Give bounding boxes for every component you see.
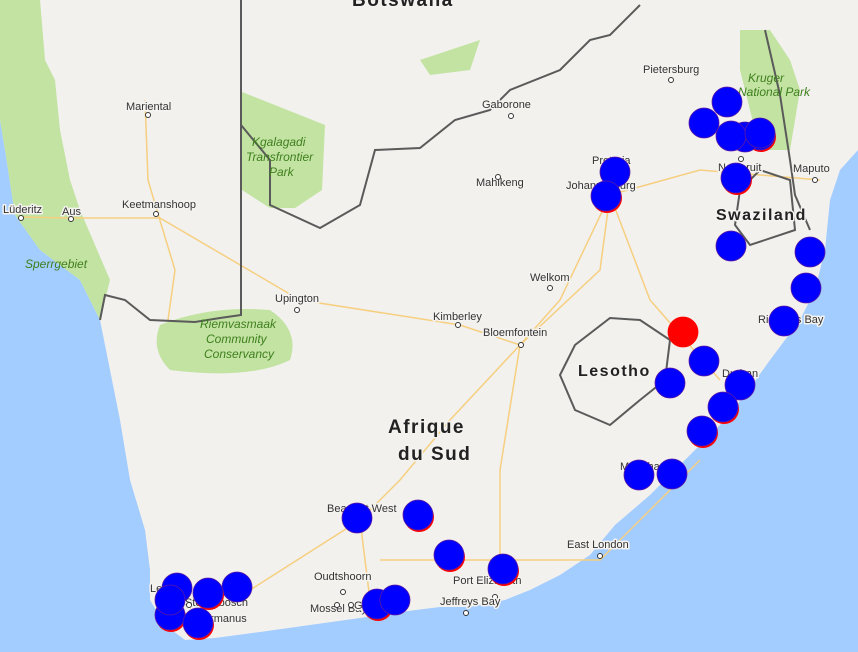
map-marker[interactable] [192,577,224,609]
park-label-kgalagadi: Kgalagadi [252,135,306,149]
map-marker[interactable] [402,499,434,531]
city-dot [18,215,24,221]
city-label-gaborone: Gaborone [482,99,531,111]
border-mozambique [764,29,811,231]
map-marker[interactable] [715,230,747,262]
city-label-east-london: East London [567,539,629,551]
city-dot [495,174,501,180]
city-label-jeffreys-bay: Jeffreys Bay [440,596,501,608]
map-marker[interactable] [707,391,739,423]
city-dot [547,285,553,291]
city-dot [145,112,151,118]
country-labels: Botswana Afrique du Sud Lesotho Swazilan… [351,0,807,467]
map-marker[interactable] [688,345,720,377]
markers [154,86,826,640]
map-marker[interactable] [341,502,373,534]
park-label-riemvasmaak: Riemvasmaak [200,317,277,331]
city-dot [340,589,346,595]
map-marker[interactable] [724,369,756,401]
city-label-mahikeng: Mahikeng [476,177,524,189]
city-dot [455,322,461,328]
map-marker[interactable] [487,553,519,585]
city-label-bloemfontein: Bloemfontein [483,327,547,339]
map-marker[interactable] [221,571,253,603]
map-marker-alert[interactable] [667,316,699,348]
map-marker[interactable] [794,236,826,268]
city-label-kimberley: Kimberley [433,311,482,323]
city-label-keetmanshoop: Keetmanshoop [122,199,196,211]
park-north [420,40,480,75]
city-dot [294,307,300,313]
city-dot [348,602,354,608]
country-lesotho: Lesotho [578,363,651,380]
map-marker[interactable] [590,180,622,212]
country-swaziland: Swaziland [716,207,807,224]
city-dot [492,594,498,600]
country-south-africa-line1: Afrique [388,417,465,438]
border-lesotho [558,316,672,427]
city-label-welkom: Welkom [530,272,570,284]
city-dot [153,211,159,217]
city-dot [186,602,192,608]
city-dot [334,602,340,608]
map-marker[interactable] [768,305,800,337]
park-label-kruger: Kruger [748,71,785,85]
city-dot [463,610,469,616]
city-dot [68,216,74,222]
city-dot [738,156,744,162]
map-marker[interactable] [790,272,822,304]
city-label-maputo: Maputo [793,163,830,175]
map-marker[interactable] [744,117,776,149]
country-south-africa-line2: du Sud [398,444,471,465]
park-sperrgebiet [0,0,110,320]
city-label-luderitz: Lüderitz [3,204,42,216]
city-label-upington: Upington [275,293,319,305]
city-label-aus: Aus [62,206,81,218]
park-label-sperrgebiet: Sperrgebiet [25,257,88,271]
map-marker[interactable] [688,107,720,139]
city-dot [812,177,818,183]
map-marker[interactable] [154,584,186,616]
borders [99,0,811,427]
city-dot [668,77,674,83]
park-label-riemvasmaak: Community [206,332,268,346]
city-label-pietersburg: Pietersburg [643,64,699,76]
park-labels: Kgalagadi Transfrontier Park Kruger Nati… [25,71,811,361]
map-marker[interactable] [182,607,214,639]
park-label-kgalagadi: Park [269,165,295,179]
map-marker[interactable] [715,120,747,152]
city-label-oudtshoorn: Oudtshoorn [314,571,371,583]
map-marker[interactable] [720,162,752,194]
map-marker[interactable] [656,458,688,490]
border-swaziland [733,168,797,247]
border-namibia [99,0,242,324]
map-marker[interactable] [623,459,655,491]
park-label-kruger: National Park [738,85,811,99]
map-marker[interactable] [379,584,411,616]
border-botswana [240,4,641,230]
park-label-kgalagadi: Transfrontier [246,150,314,164]
park-kgalagadi [242,92,325,208]
city-dot [597,553,603,559]
map-marker[interactable] [433,539,465,571]
park-riemvasmaak [156,309,293,374]
city-dot [508,113,514,119]
city-label-mariental: Mariental [126,101,171,113]
map-marker[interactable] [686,415,718,447]
map-marker[interactable] [654,367,686,399]
map-marker[interactable] [711,86,743,118]
park-label-riemvasmaak: Conservancy [204,347,275,361]
country-botswana: Botswana [352,0,454,11]
city-dot [518,342,524,348]
